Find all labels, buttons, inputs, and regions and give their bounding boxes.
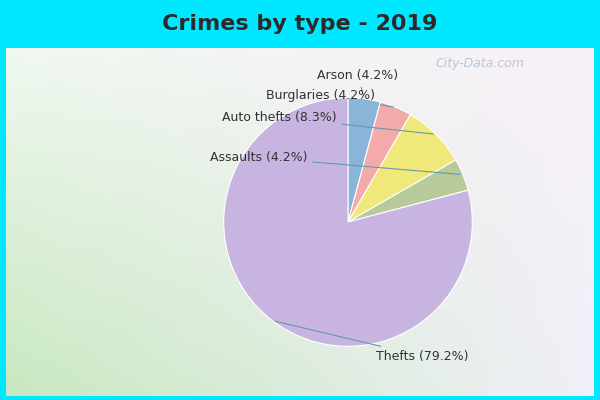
Text: City-Data.com: City-Data.com bbox=[436, 58, 524, 70]
Text: Crimes by type - 2019: Crimes by type - 2019 bbox=[163, 14, 437, 34]
Text: Assaults (4.2%): Assaults (4.2%) bbox=[210, 151, 460, 174]
Text: Auto thefts (8.3%): Auto thefts (8.3%) bbox=[223, 111, 433, 134]
Wedge shape bbox=[348, 102, 410, 222]
Wedge shape bbox=[348, 160, 468, 222]
Wedge shape bbox=[348, 114, 455, 222]
Text: Arson (4.2%): Arson (4.2%) bbox=[317, 69, 398, 96]
Wedge shape bbox=[348, 98, 380, 222]
Text: Burglaries (4.2%): Burglaries (4.2%) bbox=[266, 89, 393, 107]
Wedge shape bbox=[224, 98, 472, 346]
Text: Thefts (79.2%): Thefts (79.2%) bbox=[275, 321, 469, 363]
